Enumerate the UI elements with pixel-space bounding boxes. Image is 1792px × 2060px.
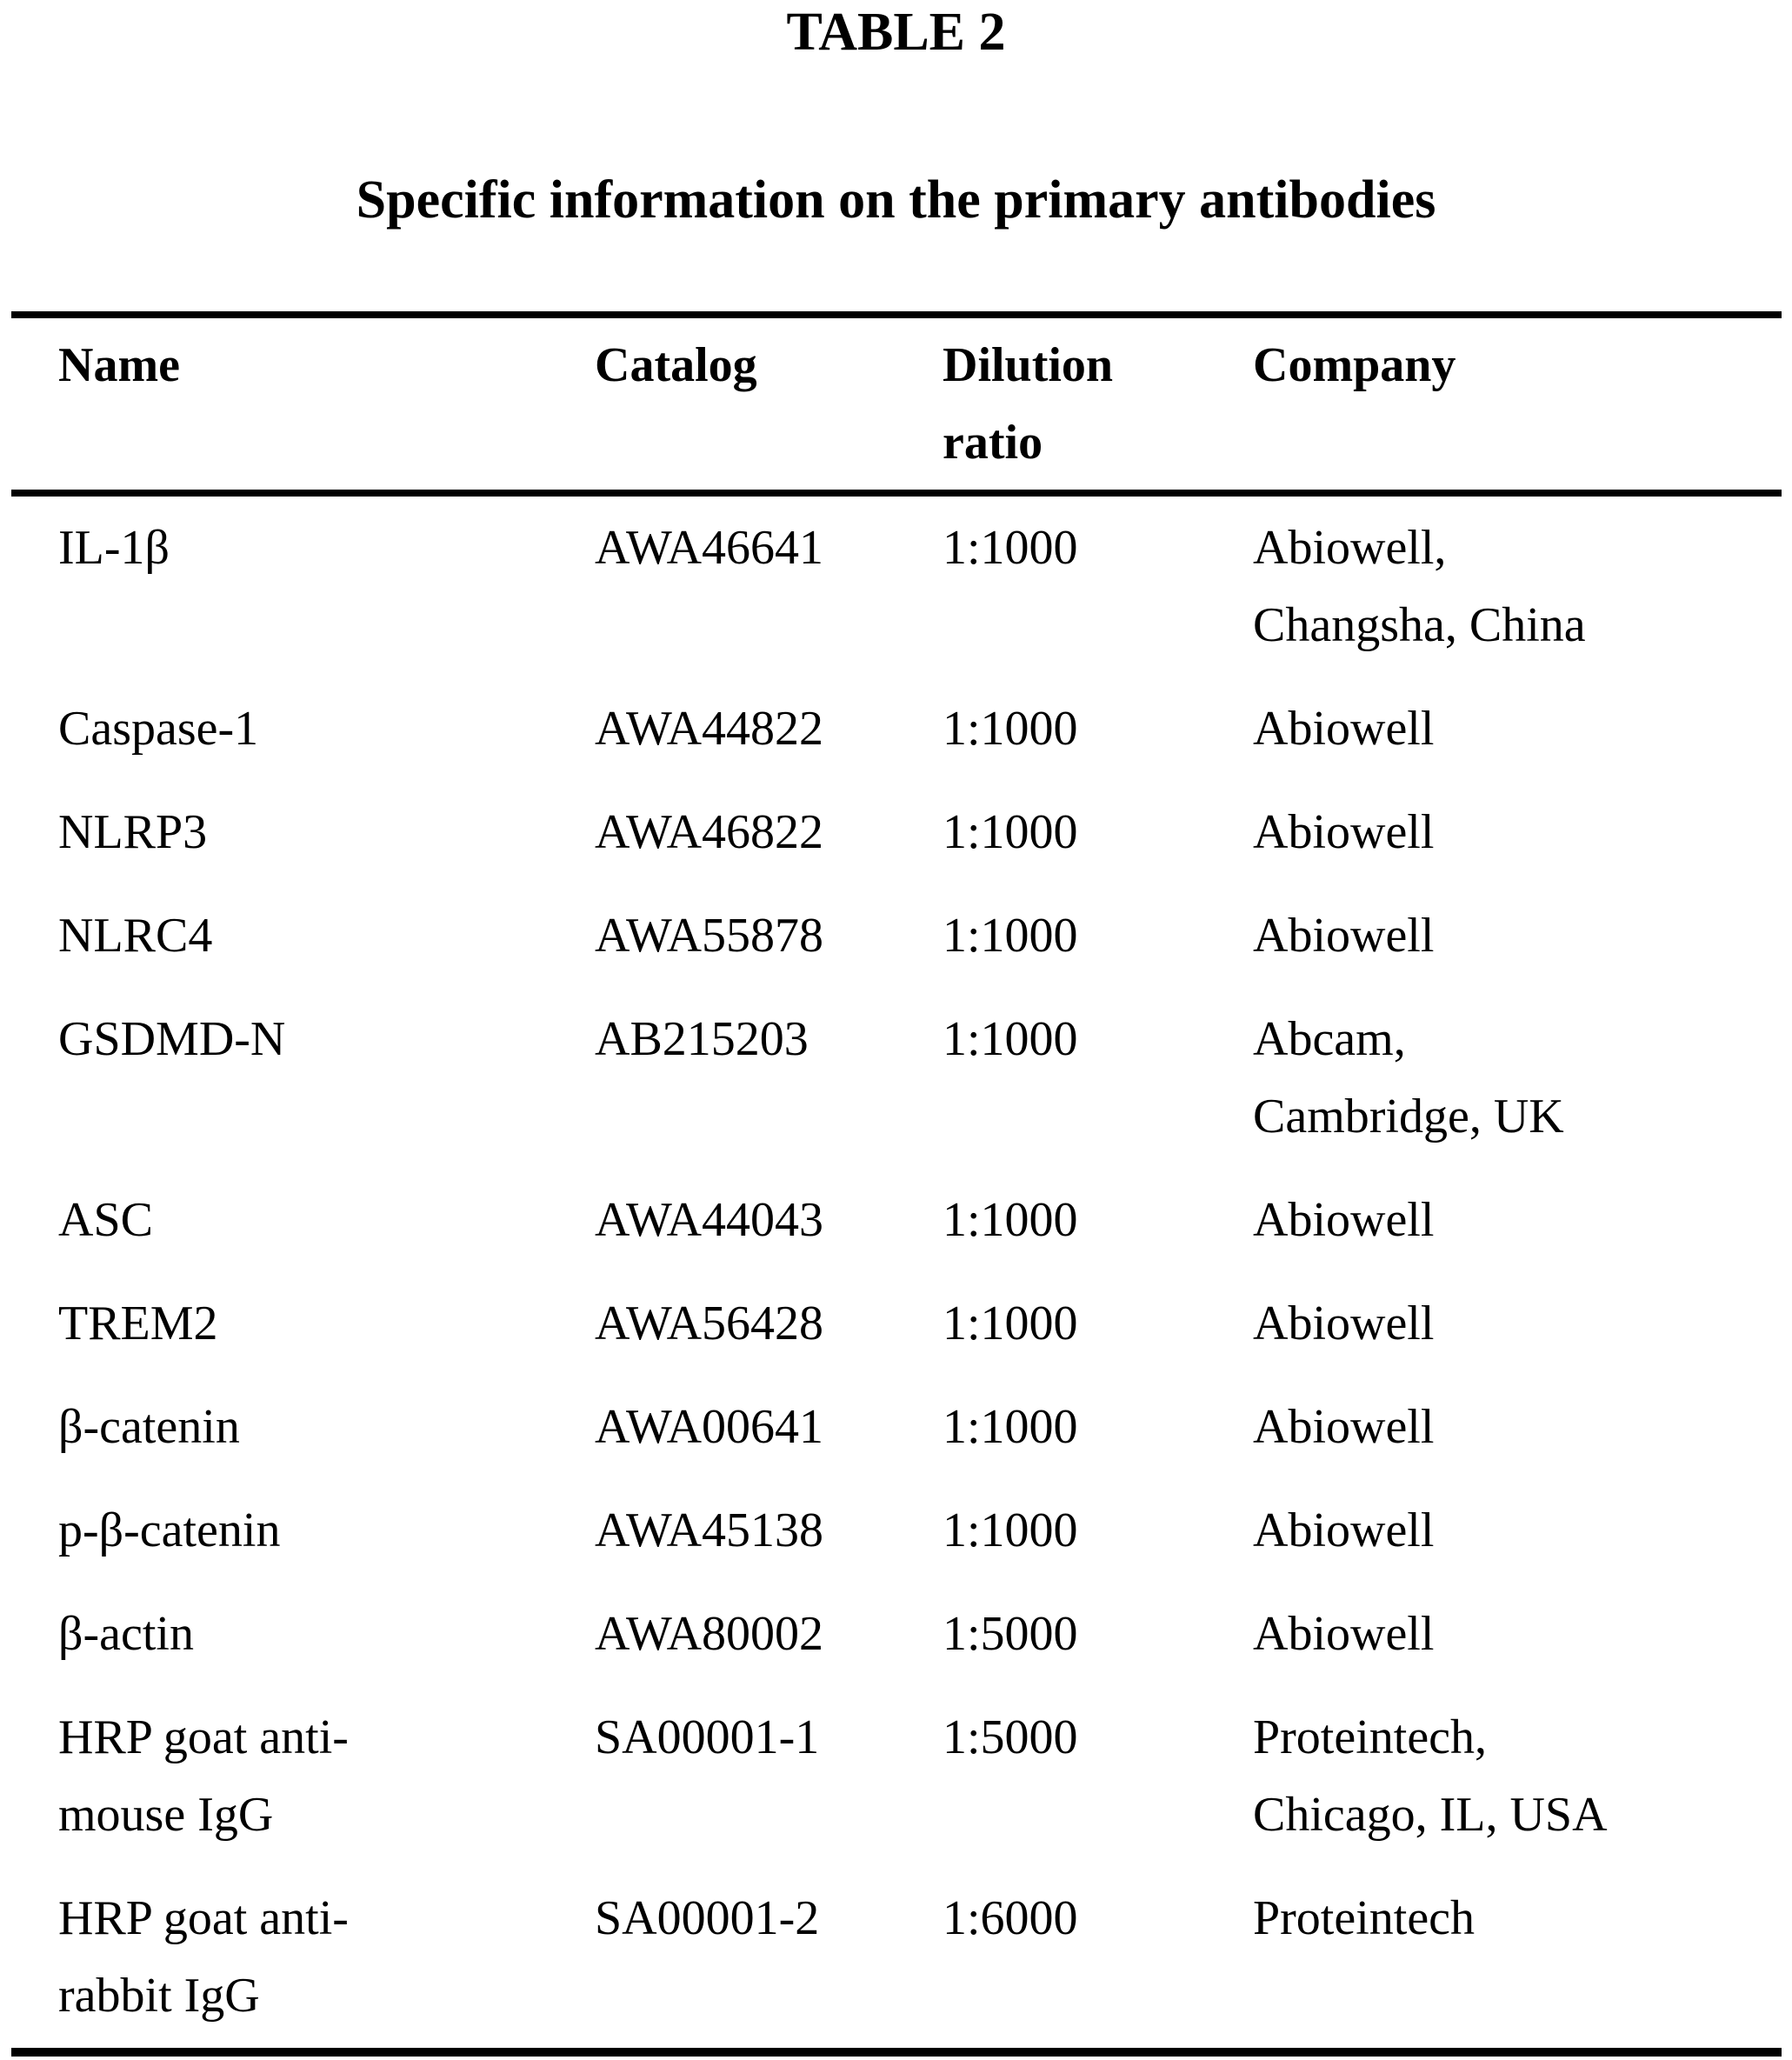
table-row: ASC AWA44043 1:1000 Abiowell — [11, 1169, 1782, 1272]
company-cell: Abiowell, Changsha, China — [1253, 521, 1586, 652]
table-row: IL-1β AWA46641 1:1000 Abiowell, Changsha… — [11, 493, 1782, 677]
dilution-cell: 1:1000 — [943, 1193, 1078, 1247]
company-cell: Proteintech, Chicago, IL, USA — [1253, 1710, 1608, 1842]
name-cell: IL-1β — [58, 521, 170, 575]
table-row: p-β-catenin AWA45138 1:1000 Abiowell — [11, 1479, 1782, 1583]
catalog-cell: SA00001-1 — [595, 1710, 820, 1764]
company-cell: Abiowell — [1253, 909, 1435, 963]
company-cell: Abiowell — [1253, 1607, 1435, 1661]
dilution-cell: 1:6000 — [943, 1891, 1078, 1945]
table-row: TREM2 AWA56428 1:1000 Abiowell — [11, 1272, 1782, 1376]
table-row: NLRC4 AWA55878 1:1000 Abiowell — [11, 884, 1782, 988]
dilution-cell: 1:1000 — [943, 1503, 1078, 1557]
table-row: β-actin AWA80002 1:5000 Abiowell — [11, 1583, 1782, 1686]
catalog-cell: AWA46641 — [595, 521, 824, 575]
col-header-catalog: Catalog — [595, 338, 757, 392]
col-header-name: Name — [58, 338, 180, 392]
catalog-cell: AWA00641 — [595, 1400, 824, 1454]
dilution-cell: 1:1000 — [943, 1400, 1078, 1454]
col-header-dilution: Dilution ratio — [943, 338, 1114, 470]
table-number-title: TABLE 2 — [786, 3, 1006, 62]
table-row: GSDMD-N AB215203 1:1000 Abcam, Cambridge… — [11, 988, 1782, 1169]
catalog-cell: AWA45138 — [595, 1503, 824, 1557]
company-cell: Abiowell — [1253, 1193, 1435, 1247]
name-cell: β-actin — [58, 1607, 194, 1661]
dilution-cell: 1:1000 — [943, 1297, 1078, 1350]
name-cell: TREM2 — [58, 1297, 218, 1350]
dilution-cell: 1:1000 — [943, 521, 1078, 575]
dilution-cell: 1:1000 — [943, 702, 1078, 756]
name-cell: HRP goat anti- mouse IgG — [58, 1710, 349, 1842]
company-cell: Abiowell — [1253, 1503, 1435, 1557]
catalog-cell: AWA56428 — [595, 1297, 824, 1350]
dilution-cell: 1:5000 — [943, 1710, 1078, 1764]
catalog-cell: SA00001-2 — [595, 1891, 820, 1945]
name-cell: NLRC4 — [58, 909, 213, 963]
dilution-cell: 1:1000 — [943, 909, 1078, 963]
name-cell: β-catenin — [58, 1400, 240, 1454]
dilution-cell: 1:5000 — [943, 1607, 1078, 1661]
name-cell: p-β-catenin — [58, 1503, 281, 1557]
name-cell: GSDMD-N — [58, 1012, 286, 1066]
catalog-cell: AWA80002 — [595, 1607, 824, 1661]
col-header-company: Company — [1253, 338, 1456, 392]
company-cell: Proteintech — [1253, 1891, 1476, 1945]
company-cell: Abiowell — [1253, 805, 1435, 859]
catalog-cell: AWA46822 — [595, 805, 824, 859]
name-cell: NLRP3 — [58, 805, 208, 859]
name-cell: Caspase-1 — [58, 702, 259, 756]
company-cell: Abiowell — [1253, 1297, 1435, 1350]
table-row: Caspase-1 AWA44822 1:1000 Abiowell — [11, 677, 1782, 781]
table-row: HRP goat anti- rabbit IgG SA00001-2 1:60… — [11, 1867, 1782, 2052]
catalog-cell: AB215203 — [595, 1012, 809, 1066]
dilution-cell: 1:1000 — [943, 1012, 1078, 1066]
catalog-cell: AWA44822 — [595, 702, 824, 756]
company-cell: Abcam, Cambridge, UK — [1253, 1012, 1564, 1143]
company-cell: Abiowell — [1253, 1400, 1435, 1454]
table-row: HRP goat anti- mouse IgG SA00001-1 1:500… — [11, 1686, 1782, 1867]
company-cell: Abiowell — [1253, 702, 1435, 756]
table-row: β-catenin AWA00641 1:1000 Abiowell — [11, 1376, 1782, 1479]
dilution-cell: 1:1000 — [943, 805, 1078, 859]
header-row: Name Catalog Dilution ratio Company — [11, 315, 1782, 493]
name-cell: ASC — [58, 1193, 153, 1247]
antibody-table: Name Catalog Dilution ratio Company IL-1… — [11, 311, 1782, 2057]
table-subtitle: Specific information on the primary anti… — [356, 170, 1436, 230]
catalog-cell: AWA55878 — [595, 909, 824, 963]
name-cell: HRP goat anti- rabbit IgG — [58, 1891, 349, 2023]
catalog-cell: AWA44043 — [595, 1193, 824, 1247]
table-row: NLRP3 AWA46822 1:1000 Abiowell — [11, 781, 1782, 884]
